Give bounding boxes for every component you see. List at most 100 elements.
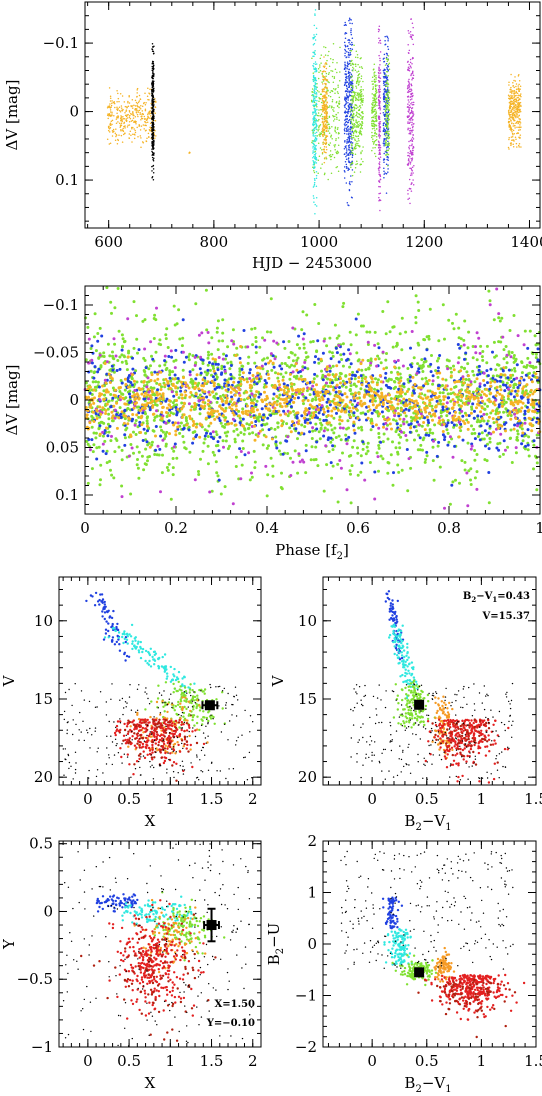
lightcurve-point bbox=[359, 57, 362, 60]
lightcurve-point bbox=[382, 93, 385, 95]
lightcurve-point bbox=[336, 62, 338, 64]
lightcurve-point bbox=[407, 99, 410, 101]
phase-point bbox=[497, 340, 501, 344]
lightcurve-point bbox=[111, 114, 113, 117]
lightcurve-point bbox=[344, 63, 346, 65]
lightcurve-point bbox=[110, 104, 113, 107]
lightcurve-point bbox=[312, 147, 314, 149]
lightcurve-point bbox=[379, 178, 382, 180]
lightcurve-point bbox=[315, 135, 317, 137]
lightcurve-point bbox=[407, 44, 409, 46]
phase-point bbox=[284, 371, 288, 375]
lightcurve-point bbox=[132, 112, 134, 114]
lightcurve-point bbox=[136, 102, 139, 105]
phase-point bbox=[470, 424, 473, 428]
lightcurve-point bbox=[359, 80, 361, 82]
lightcurve-point bbox=[314, 157, 316, 160]
lightcurve-point bbox=[139, 112, 141, 114]
lightcurve-point bbox=[315, 63, 318, 65]
phase-point bbox=[412, 356, 416, 360]
lightcurve-point bbox=[387, 55, 390, 57]
phase-point bbox=[103, 439, 107, 443]
lightcurve-point bbox=[352, 69, 354, 72]
phase-point bbox=[276, 421, 280, 425]
lightcurve-point bbox=[387, 48, 390, 51]
lightcurve-point bbox=[410, 172, 413, 174]
phase-point bbox=[416, 362, 420, 366]
phase-point bbox=[342, 301, 346, 305]
phase-point bbox=[96, 380, 100, 384]
lightcurve-point bbox=[312, 66, 315, 68]
phase-point bbox=[159, 425, 163, 429]
phase-point bbox=[252, 449, 256, 453]
lightcurve-point bbox=[315, 139, 318, 141]
lightcurve-point bbox=[510, 86, 512, 89]
lightcurve-point bbox=[349, 149, 351, 152]
lightcurve-point bbox=[120, 107, 123, 109]
lightcurve-point bbox=[378, 146, 380, 148]
lightcurve-point bbox=[385, 127, 388, 130]
lightcurve-point bbox=[356, 92, 359, 94]
lightcurve-point bbox=[329, 105, 331, 107]
lightcurve-point bbox=[356, 163, 359, 165]
lightcurve-point bbox=[406, 115, 409, 118]
lightcurve-point bbox=[347, 63, 350, 66]
lightcurve-point bbox=[516, 94, 518, 97]
lightcurve-point bbox=[350, 121, 353, 123]
lightcurve-point bbox=[361, 150, 363, 152]
lightcurve-point bbox=[355, 91, 357, 94]
phase-point bbox=[314, 422, 318, 426]
lightcurve-point bbox=[152, 67, 155, 69]
lightcurve-point bbox=[408, 159, 410, 161]
phase-point bbox=[389, 453, 393, 457]
phase-point bbox=[504, 400, 508, 404]
lightcurve-point bbox=[349, 22, 351, 24]
lightcurve-point bbox=[351, 110, 354, 113]
lightcurve-point bbox=[371, 122, 373, 125]
phase-point bbox=[199, 457, 202, 461]
lightcurve-point bbox=[127, 100, 129, 103]
phase-point bbox=[325, 463, 329, 467]
phase-point bbox=[266, 369, 270, 373]
lightcurve-point bbox=[511, 132, 514, 135]
lightcurve-point bbox=[345, 90, 347, 92]
phase-point bbox=[409, 466, 413, 470]
lightcurve-point bbox=[346, 77, 348, 79]
lightcurve-point bbox=[518, 126, 520, 128]
lightcurve-point bbox=[371, 116, 373, 119]
lightcurve-point bbox=[360, 133, 363, 135]
lightcurve-point bbox=[327, 90, 329, 92]
lightcurve-point bbox=[310, 99, 313, 102]
lightcurve-point bbox=[515, 98, 517, 100]
lightcurve-point bbox=[140, 105, 142, 107]
lightcurve-point bbox=[510, 102, 512, 104]
phase-point bbox=[215, 400, 219, 404]
lightcurve-point bbox=[509, 142, 512, 145]
lightcurve-point bbox=[344, 37, 347, 39]
lightcurve-point bbox=[343, 41, 346, 44]
lightcurve-point bbox=[346, 67, 348, 70]
lightcurve-point bbox=[408, 197, 411, 199]
lightcurve-point bbox=[333, 110, 335, 112]
lightcurve-point bbox=[351, 41, 353, 44]
lightcurve-point bbox=[410, 109, 413, 112]
lightcurve-point bbox=[519, 94, 522, 97]
lightcurve-point bbox=[518, 146, 520, 148]
lightcurve-point bbox=[508, 98, 511, 100]
phase-point bbox=[466, 346, 470, 350]
phase-point bbox=[397, 366, 401, 370]
lightcurve-point bbox=[328, 123, 330, 126]
lightcurve-point bbox=[377, 88, 380, 91]
lightcurve-point bbox=[347, 112, 349, 115]
lightcurve-point bbox=[153, 45, 155, 48]
lightcurve-point bbox=[151, 86, 154, 88]
lightcurve-point bbox=[131, 141, 133, 143]
lightcurve-point bbox=[374, 87, 377, 90]
lightcurve-point bbox=[322, 88, 325, 90]
lightcurve-point bbox=[332, 120, 335, 122]
phase-point bbox=[121, 337, 125, 341]
lightcurve-point bbox=[314, 212, 316, 215]
phase-point bbox=[403, 392, 407, 396]
lightcurve-point bbox=[379, 107, 382, 109]
lightcurve-point bbox=[356, 122, 358, 124]
